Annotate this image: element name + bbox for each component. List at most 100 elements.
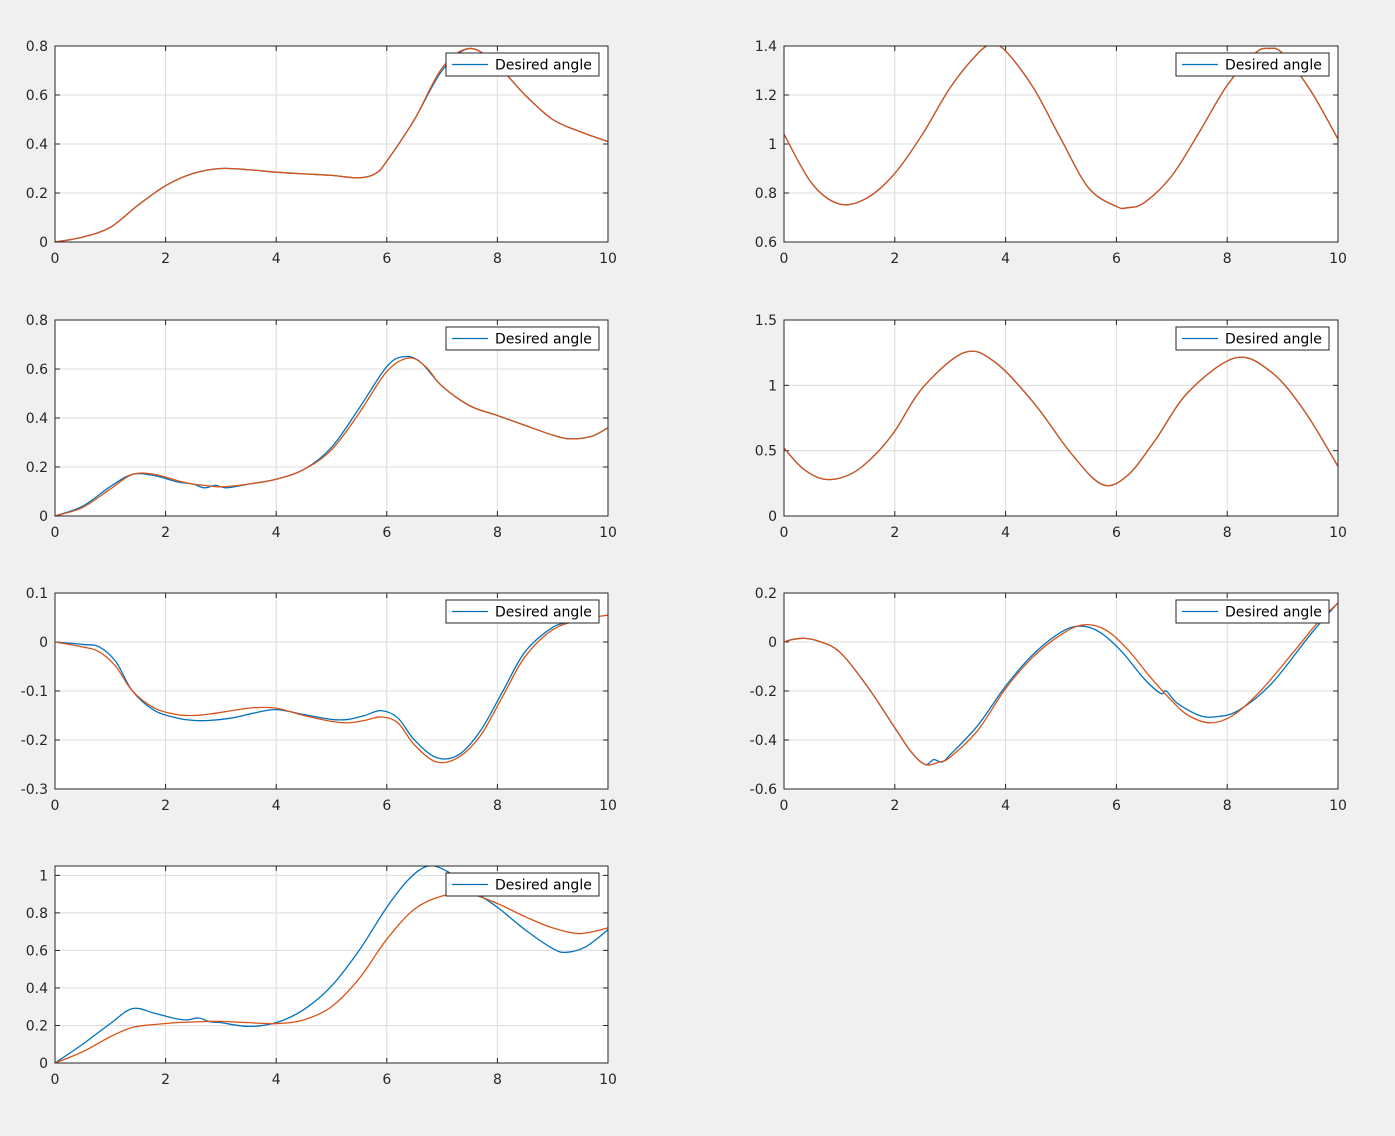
legend: Desired angle	[445, 52, 600, 77]
x-tick-label: 10	[599, 798, 617, 814]
axes-background	[55, 866, 608, 1063]
x-tick-label: 6	[382, 798, 391, 814]
y-tick-label: 0.6	[26, 943, 48, 959]
x-tick-label: 10	[1329, 798, 1347, 814]
x-tick-label: 10	[599, 251, 617, 267]
x-tick-label: 2	[890, 251, 899, 267]
y-tick-label: 0.4	[26, 981, 48, 997]
y-tick-label: 0.6	[26, 88, 48, 104]
legend: Desired angle	[445, 872, 600, 897]
x-tick-label: 4	[1001, 798, 1010, 814]
y-tick-label: 1.2	[755, 88, 777, 104]
y-tick-label: -0.6	[750, 782, 777, 798]
x-tick-label: 0	[51, 251, 60, 267]
legend: Desired angle	[1175, 326, 1330, 351]
y-tick-label: 0.6	[26, 362, 48, 378]
x-tick-label: 0	[780, 251, 789, 267]
legend: Desired angle	[1175, 599, 1330, 624]
series-line-orange	[784, 46, 1338, 210]
y-tick-label: 1.5	[755, 313, 777, 329]
y-tick-label: -0.4	[750, 733, 777, 749]
axes-box	[54, 865, 609, 1064]
y-tick-label: 1	[39, 868, 48, 884]
x-tick-label: 8	[493, 798, 502, 814]
x-tick-label: 4	[1001, 525, 1010, 541]
legend: Desired angle	[445, 599, 600, 624]
x-tick-label: 0	[780, 798, 789, 814]
x-tick-label: 2	[161, 251, 170, 267]
legend-label: Desired angle	[1225, 605, 1322, 621]
legend-label: Desired angle	[495, 878, 592, 894]
x-tick-label: 0	[51, 798, 60, 814]
x-tick-label: 6	[1112, 798, 1121, 814]
x-tick-label: 2	[890, 525, 899, 541]
y-tick-label: 0	[39, 635, 48, 651]
legend-label: Desired angle	[495, 605, 592, 621]
x-tick-label: 2	[890, 798, 899, 814]
x-tick-label: 6	[382, 1072, 391, 1088]
legend-box	[1175, 599, 1330, 624]
y-tick-label: 0	[768, 635, 777, 651]
y-tick-label: -0.2	[750, 684, 777, 700]
y-tick-label: -0.2	[21, 733, 48, 749]
y-tick-label: 0.4	[26, 411, 48, 427]
legend-box	[445, 599, 600, 624]
x-tick-label: 4	[272, 251, 281, 267]
series-line-orange	[55, 614, 608, 764]
axes-box	[783, 319, 1339, 517]
x-tick-label: 8	[1223, 251, 1232, 267]
legend-box	[445, 872, 600, 897]
y-tick-label: 0.2	[26, 186, 48, 202]
legend-label: Desired angle	[1225, 332, 1322, 348]
series-line-orange	[784, 350, 1338, 487]
series-line-blue	[55, 866, 608, 1063]
x-tick-label: 8	[493, 251, 502, 267]
x-tick-label: 0	[780, 525, 789, 541]
x-tick-label: 4	[272, 525, 281, 541]
x-tick-label: 6	[1112, 525, 1121, 541]
x-tick-label: 2	[161, 1072, 170, 1088]
y-tick-label: 0	[768, 509, 777, 525]
axes-box	[54, 319, 609, 517]
y-tick-label: 0	[39, 1056, 48, 1072]
legend-box	[1175, 326, 1330, 351]
legend-box	[1175, 52, 1330, 77]
axes-box	[54, 592, 609, 790]
x-tick-label: 6	[382, 525, 391, 541]
x-tick-label: 2	[161, 525, 170, 541]
subplot-4: 0 2 4 6 8 10 0 0.5 1 1.5 Desired angle	[755, 313, 1347, 541]
subplot-3: 0 2 4 6 8 10 0 0.2 0.4 0.6 0.8 Desired angle	[26, 313, 617, 541]
legend-label: Desired angle	[495, 332, 592, 348]
y-tick-label: -0.1	[21, 684, 48, 700]
x-tick-label: 10	[1329, 525, 1347, 541]
legend: Desired angle	[445, 326, 600, 351]
subplot-7: 0 2 4 6 8 10 0 0.2 0.4 0.6 0.8 1 Desired angle	[26, 865, 617, 1088]
series-line-orange	[784, 602, 1338, 766]
y-tick-label: 0.1	[26, 586, 48, 602]
x-tick-label: 0	[51, 1072, 60, 1088]
subplot-5: 0 2 4 6 8 10 -0.3 -0.2 -0.1 0 0.1 Desired angle	[21, 586, 617, 814]
x-tick-label: 4	[272, 1072, 281, 1088]
legend-label: Desired angle	[495, 58, 592, 74]
x-tick-label: 0	[51, 525, 60, 541]
series-line-orange	[55, 892, 608, 1063]
y-tick-label: 0.8	[26, 313, 48, 329]
y-tick-label: 0.4	[26, 137, 48, 153]
axes-background	[784, 320, 1338, 516]
y-tick-label: -0.3	[21, 782, 48, 798]
legend-label: Desired angle	[1225, 58, 1322, 74]
x-tick-label: 8	[1223, 525, 1232, 541]
y-tick-label: 0	[39, 509, 48, 525]
subplot-2: 0 2 4 6 8 10 0.6 0.8 1 1.2 1.4 Desired angle	[755, 39, 1347, 267]
subplot-1: 0 2 4 6 8 10 0 0.2 0.4 0.6 0.8 Desired angle	[26, 39, 617, 267]
y-tick-label: 0.8	[755, 186, 777, 202]
x-tick-label: 8	[493, 1072, 502, 1088]
x-tick-label: 6	[382, 251, 391, 267]
x-tick-label: 10	[599, 525, 617, 541]
legend-box	[445, 326, 600, 351]
axes-box	[783, 45, 1339, 243]
y-tick-label: 0	[39, 235, 48, 251]
y-tick-label: 0.2	[26, 460, 48, 476]
axes-box	[54, 45, 609, 243]
